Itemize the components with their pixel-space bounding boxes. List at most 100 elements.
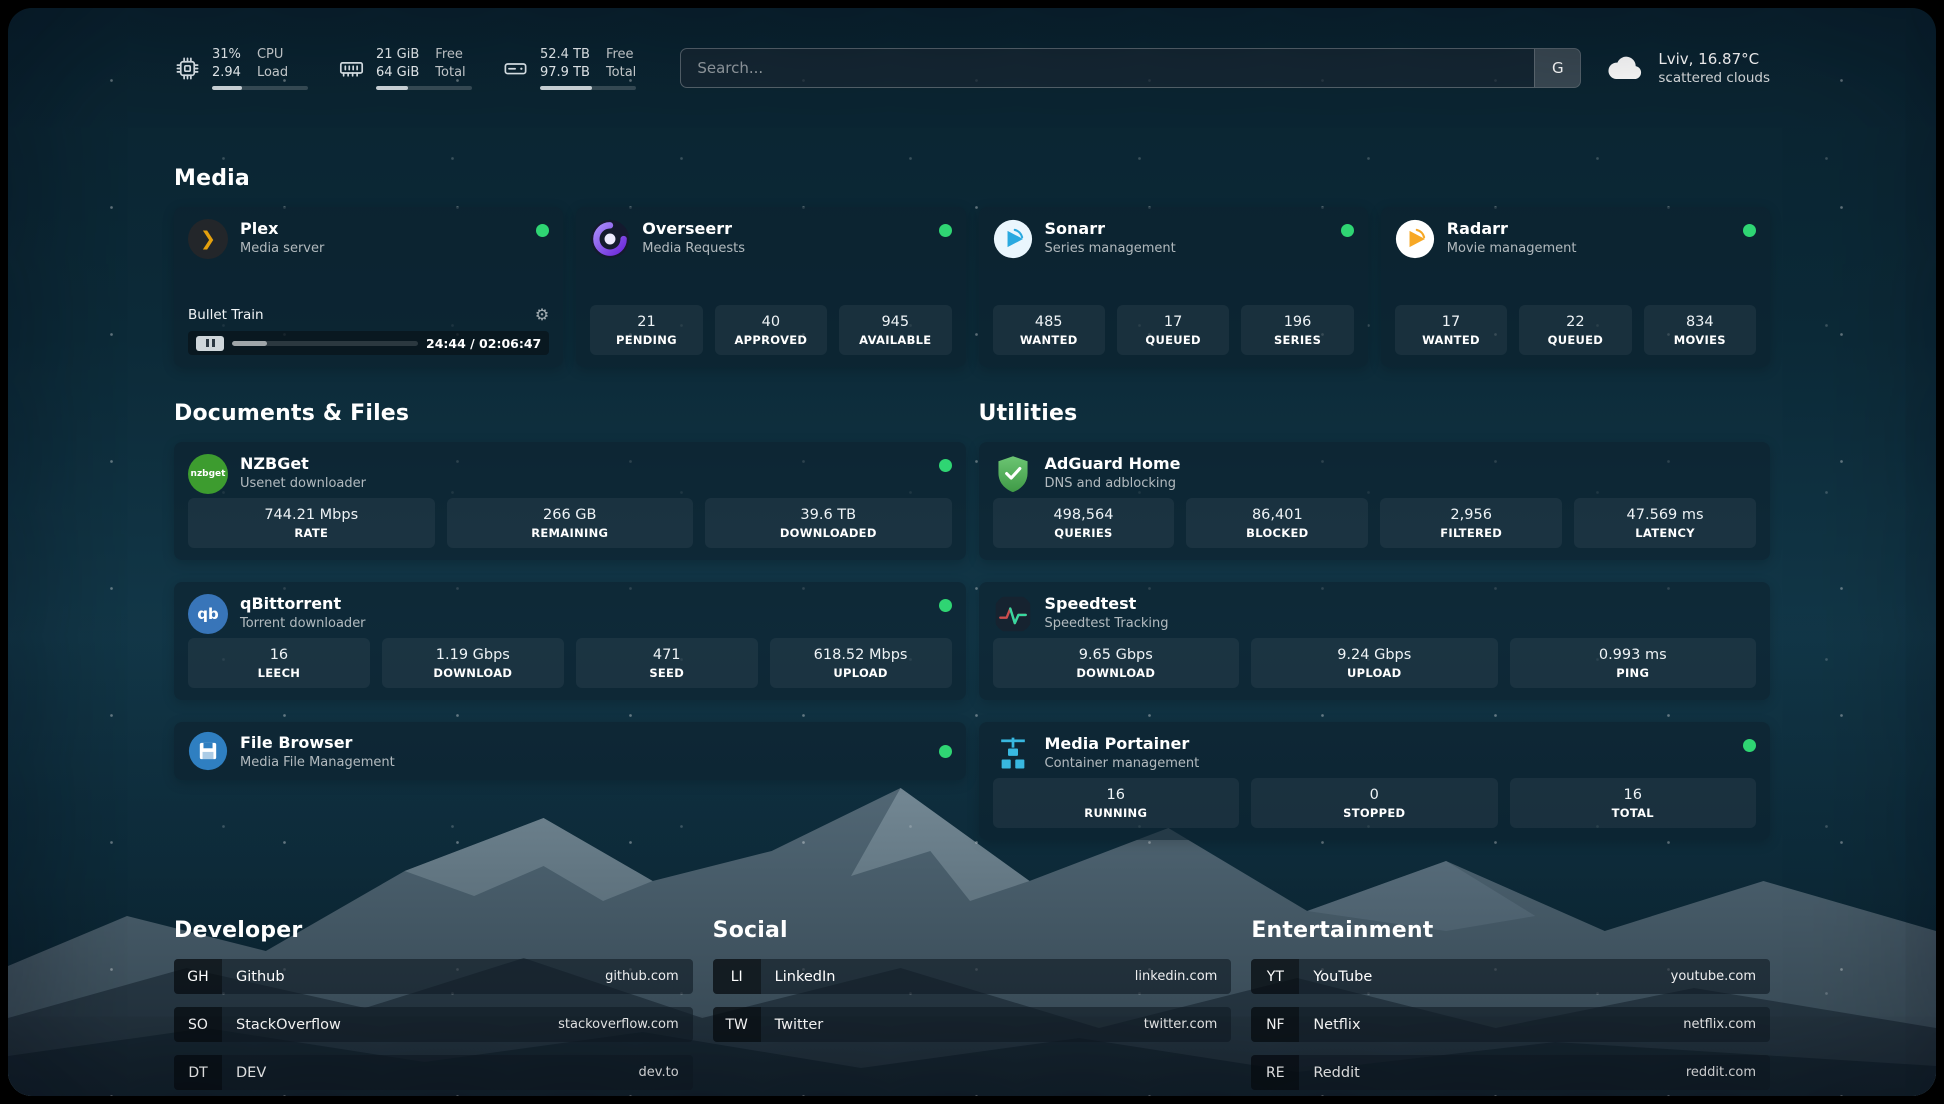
stat: 40 APPROVED <box>714 305 828 356</box>
bookmark-abbr: YT <box>1251 959 1300 995</box>
stat-value: 618.52 Mbps <box>813 646 908 663</box>
card-title: Media Portainer <box>1044 734 1190 754</box>
stat-label: QUEUED <box>1547 332 1604 347</box>
ram-free-value: 21 GiB <box>376 47 420 62</box>
card-subtitle: Movie management <box>1446 241 1577 257</box>
card-subtitle: Speedtest Tracking <box>1044 616 1169 632</box>
stat-label: UPLOAD <box>1347 665 1402 680</box>
sonarr-card[interactable]: Sonarr Series management 485 WANTED 17 Q… <box>978 207 1368 368</box>
sonarr-icon <box>993 219 1033 259</box>
weather-location-temp: Lviv, 16.87°C <box>1658 50 1760 69</box>
bookmark-url: github.com <box>605 969 679 985</box>
search-engine-button[interactable]: G <box>1534 49 1581 88</box>
pause-button[interactable] <box>196 335 224 351</box>
stat-value: 86,401 <box>1251 506 1303 523</box>
cloud-icon <box>1605 53 1645 83</box>
stat-label: APPROVED <box>734 332 808 347</box>
player-progress[interactable] <box>232 340 418 346</box>
bookmark-stackoverflow[interactable]: SO StackOverflow stackoverflow.com <box>174 1007 693 1043</box>
bookmark-dev[interactable]: DT DEV dev.to <box>174 1055 693 1091</box>
section-title-utilities: Utilities <box>978 401 1078 427</box>
bookmark-abbr: LI <box>712 959 761 995</box>
stat-label: WANTED <box>1019 332 1078 347</box>
bookmark-abbr: NF <box>1251 1007 1300 1043</box>
stat-label: WANTED <box>1422 332 1480 347</box>
bookmark-abbr: RE <box>1251 1055 1300 1091</box>
ram-total-value: 64 GiB <box>376 64 420 80</box>
ram-widget: 21 GiB 64 GiB Free Total <box>338 46 472 91</box>
section-utilities: Utilities <box>978 401 1770 862</box>
bookmark-url: reddit.com <box>1685 1065 1756 1081</box>
stat-label: STOPPED <box>1343 805 1406 820</box>
stat-value: 1.19 Gbps <box>435 646 510 663</box>
stat-value: 196 <box>1283 313 1312 330</box>
bookmark-youtube[interactable]: YT YouTube youtube.com <box>1251 959 1770 995</box>
stat-value: 744.21 Mbps <box>264 506 359 523</box>
ram-free-label: Free <box>435 47 463 62</box>
disk-widget: 52.4 TB 97.9 TB Free Total <box>502 46 637 91</box>
card-title: AdGuard Home <box>1044 454 1181 474</box>
portainer-card[interactable]: Media Portainer Container management 16 … <box>978 722 1770 841</box>
adguard-card[interactable]: AdGuard Home DNS and adblocking 498,564 … <box>978 442 1770 561</box>
stat-label: DOWNLOADED <box>779 525 877 540</box>
qbittorrent-card[interactable]: qb qBittorrent Torrent downloader 16 LEE… <box>174 582 966 701</box>
bookmark-abbr: DT <box>174 1055 222 1091</box>
now-playing-title: Bullet Train <box>188 307 264 324</box>
gear-icon[interactable]: ⚙ <box>534 305 550 325</box>
card-title: Plex <box>240 219 279 239</box>
player-time: 24:44 / 02:06:47 <box>426 335 542 351</box>
stat: 16 RUNNING <box>992 778 1239 829</box>
stat: 266 GB REMAINING <box>446 498 693 549</box>
cpu-widget: 31% 2.94 CPU Load <box>174 46 308 91</box>
bookmark-reddit[interactable]: RE Reddit reddit.com <box>1251 1055 1770 1091</box>
bookmark-url: linkedin.com <box>1134 969 1218 985</box>
cpu-load-value: 2.94 <box>212 64 241 80</box>
stat: 17 QUEUED <box>1116 305 1230 356</box>
stat: 2,956 FILTERED <box>1380 498 1563 549</box>
section-documents: Documents & Files nzbget NZBGet Usenet d… <box>174 401 966 802</box>
search-input[interactable] <box>681 49 1535 88</box>
card-subtitle: Usenet downloader <box>240 476 366 492</box>
bookmark-github[interactable]: GH Github github.com <box>174 959 693 995</box>
bookmark-name: YouTube <box>1313 968 1373 985</box>
section-developer: Developer GH Github github.com SO StackO… <box>174 918 693 1096</box>
plex-now-playing: Bullet Train ⚙ 24:44 / 02:06:47 <box>188 305 550 356</box>
card-title: Sonarr <box>1044 219 1105 239</box>
stat-value: 485 <box>1034 313 1063 330</box>
stat-label: QUERIES <box>1054 525 1113 540</box>
overseerr-card[interactable]: Overseerr Media Requests 21 PENDING 40 A… <box>576 207 966 368</box>
bookmark-netflix[interactable]: NF Netflix netflix.com <box>1251 1007 1770 1043</box>
status-dot <box>938 599 952 613</box>
stat: 47.569 ms LATENCY <box>1574 498 1756 549</box>
plex-card[interactable]: ❯ Plex Media server Bullet Train ⚙ <box>174 207 564 368</box>
bookmark-twitter[interactable]: TW Twitter twitter.com <box>712 1007 1232 1043</box>
status-dot <box>1340 224 1354 238</box>
card-title: File Browser <box>240 732 353 752</box>
nzbget-card[interactable]: nzbget NZBGet Usenet downloader 744.21 M… <box>174 442 966 561</box>
stat-value: 40 <box>761 313 781 330</box>
stat: 9.24 Gbps UPLOAD <box>1251 638 1498 689</box>
stat: 86,401 BLOCKED <box>1186 498 1369 549</box>
stat-label: AVAILABLE <box>859 332 932 347</box>
stat-label: TOTAL <box>1611 805 1654 820</box>
bookmark-abbr: TW <box>712 1007 761 1043</box>
portainer-icon <box>993 734 1033 774</box>
card-subtitle: Torrent downloader <box>240 616 366 632</box>
stat-value: 9.24 Gbps <box>1337 646 1412 663</box>
stat-value: 16 <box>1623 786 1642 803</box>
radarr-card[interactable]: Radarr Movie management 17 WANTED 22 QUE… <box>1380 207 1770 368</box>
stat: 744.21 Mbps RATE <box>188 498 435 549</box>
cpu-usage-value: 31% <box>212 47 241 62</box>
card-title: qBittorrent <box>240 594 342 614</box>
section-title-media: Media <box>174 166 250 192</box>
filebrowser-card[interactable]: File Browser Media File Management <box>174 722 966 781</box>
section-title-documents: Documents & Files <box>174 401 410 427</box>
stat: 196 SERIES <box>1241 305 1354 356</box>
bookmark-url: twitter.com <box>1143 1017 1218 1033</box>
bookmark-linkedin[interactable]: LI LinkedIn linkedin.com <box>712 959 1232 995</box>
topbar: 31% 2.94 CPU Load <box>174 46 1770 91</box>
stat-value: 2,956 <box>1450 506 1492 523</box>
stat-value: 0.993 ms <box>1598 646 1667 663</box>
bookmark-abbr: SO <box>174 1007 222 1043</box>
speedtest-card[interactable]: Speedtest Speedtest Tracking 9.65 Gbps D… <box>978 582 1770 701</box>
